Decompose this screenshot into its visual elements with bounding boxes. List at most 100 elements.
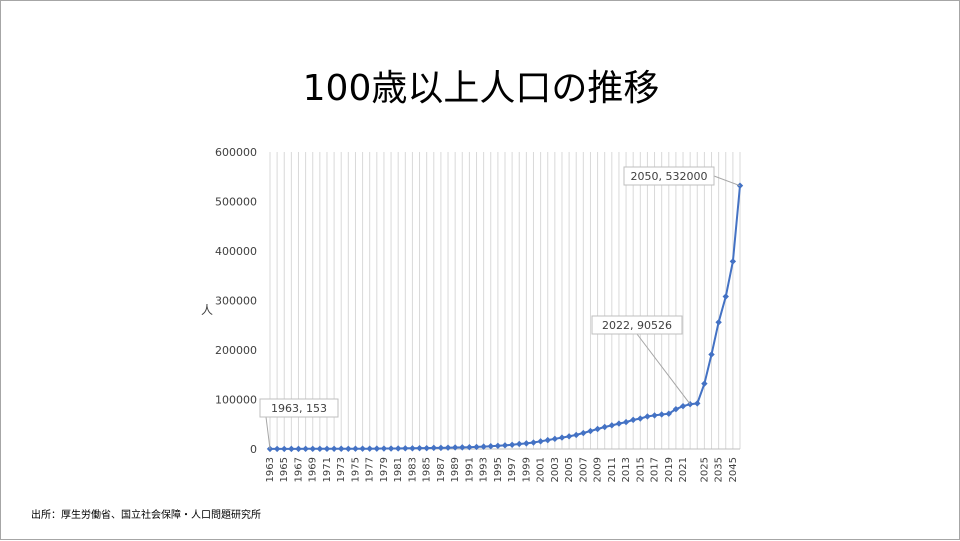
x-tick-label: 2007 — [578, 457, 589, 482]
x-tick-label: 1983 — [407, 457, 418, 482]
y-tick-label: 200000 — [215, 344, 257, 357]
x-tick-label: 1989 — [450, 457, 461, 482]
data-point — [537, 438, 544, 445]
data-point — [679, 402, 687, 410]
x-tick-label: 2019 — [664, 457, 675, 482]
data-point — [501, 442, 509, 449]
y-tick-label: 600000 — [215, 146, 257, 159]
data-point — [387, 445, 395, 452]
data-point — [373, 445, 381, 452]
data-point — [480, 443, 487, 450]
slide-title: 100歳以上人口の推移 — [302, 68, 660, 109]
data-point — [615, 420, 623, 427]
data-point — [466, 444, 473, 451]
x-tick-label: 1995 — [493, 457, 504, 482]
x-tick-label: 2015 — [635, 457, 646, 482]
x-tick-label: 1997 — [507, 457, 518, 482]
data-point — [715, 319, 722, 326]
data-point — [573, 431, 580, 439]
data-point — [494, 442, 502, 450]
data-point — [608, 422, 616, 429]
data-point — [622, 418, 630, 426]
data-point — [587, 427, 594, 435]
x-tick-label: 2021 — [678, 457, 689, 482]
data-point — [437, 444, 445, 452]
x-tick-label: 1999 — [521, 457, 532, 482]
data-point — [309, 445, 316, 453]
data-point — [644, 413, 651, 420]
x-tick-label: 1977 — [365, 457, 376, 482]
data-point — [651, 412, 658, 419]
data-point — [330, 445, 338, 452]
x-tick-label: 2003 — [550, 457, 561, 482]
data-point — [359, 445, 366, 452]
data-point — [565, 433, 573, 440]
x-tick-label: 1969 — [308, 457, 319, 482]
data-label: 1963, 153 — [271, 402, 327, 415]
data-point — [708, 351, 715, 358]
data-point — [281, 445, 288, 453]
data-point — [729, 258, 737, 265]
x-tick-label: 2025 — [699, 457, 710, 482]
x-tick-label: 1963 — [265, 457, 276, 482]
data-point — [530, 439, 537, 446]
y-tick-label: 100000 — [215, 394, 257, 407]
data-point — [394, 445, 402, 452]
x-tick-label: 2011 — [607, 457, 618, 482]
x-tick-label: 2013 — [621, 457, 632, 482]
data-label-box — [623, 166, 715, 186]
data-point — [629, 416, 637, 424]
data-point — [601, 423, 608, 431]
data-point — [523, 440, 530, 447]
x-tick-label: 1973 — [336, 457, 347, 482]
data-point — [508, 441, 516, 448]
data-point — [551, 435, 559, 443]
x-tick-label: 1971 — [322, 457, 333, 482]
data-point — [473, 443, 480, 451]
x-tick-label: 1985 — [422, 457, 433, 482]
data-point — [580, 429, 587, 437]
data-point — [366, 445, 373, 452]
x-tick-label: 1965 — [279, 457, 290, 482]
x-tick-label: 2035 — [714, 457, 725, 482]
x-tick-label: 2001 — [536, 457, 547, 482]
data-point — [380, 445, 388, 452]
data-point — [459, 444, 466, 451]
y-tick-label: 0 — [250, 443, 257, 456]
data-label-leader — [265, 416, 271, 449]
data-point — [430, 444, 437, 452]
data-point — [288, 445, 295, 453]
data-point — [423, 444, 430, 452]
y-axis-label: 人 — [201, 303, 214, 317]
y-tick-label: 400000 — [215, 245, 257, 258]
data-point — [672, 405, 680, 413]
data-point — [694, 400, 701, 407]
x-tick-label: 1987 — [436, 457, 447, 482]
data-point — [558, 434, 566, 441]
data-point — [637, 415, 644, 422]
data-point — [409, 445, 416, 452]
data-point — [295, 445, 302, 453]
data-point — [594, 425, 601, 433]
x-tick-label: 1993 — [479, 457, 490, 482]
x-tick-label: 2017 — [650, 457, 661, 482]
data-point — [516, 440, 523, 448]
data-label: 2022, 90526 — [602, 319, 672, 332]
data-point — [487, 443, 494, 450]
data-point — [444, 444, 452, 451]
x-tick-label: 2045 — [728, 457, 739, 482]
data-point — [273, 445, 281, 453]
data-label-box — [259, 398, 339, 418]
data-label-leader — [636, 333, 691, 405]
data-label: 2050, 532000 — [631, 170, 708, 183]
data-point — [701, 380, 708, 387]
x-tick-label: 2009 — [593, 457, 604, 482]
data-point — [544, 436, 551, 444]
x-tick-label: 1979 — [379, 457, 390, 482]
data-point — [338, 445, 345, 452]
data-label-leader — [713, 175, 741, 187]
data-point — [323, 445, 331, 453]
source-note: 出所：厚生労働省、国立社会保障・人口問題研究所 — [31, 510, 261, 521]
